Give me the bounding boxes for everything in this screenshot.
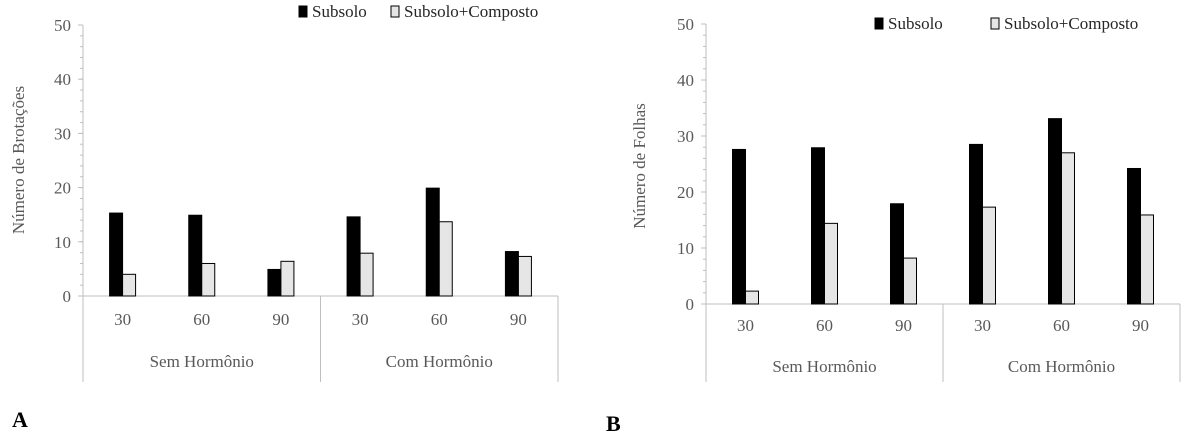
y-tick-label: 10: [677, 239, 694, 258]
y-tick-label: 0: [63, 287, 72, 306]
y-tick-label: 30: [677, 127, 694, 146]
bar-subsolo-composto: [438, 221, 453, 297]
y-tick-label: 50: [677, 15, 694, 34]
bar-subsolo: [732, 148, 746, 305]
legend-label-subsolo: Subsolo: [888, 14, 943, 33]
bar-subsolo-composto: [122, 273, 137, 297]
y-tick-label: 50: [54, 16, 71, 35]
legend-swatch-subsolo-composto: [390, 5, 400, 18]
group-label: Sem Hormônio: [772, 357, 876, 376]
bar-subsolo: [811, 147, 825, 305]
panel-letter: B: [606, 411, 621, 436]
chart-panel-A: 0 10 20 30 40 50 Sem Hormônio Com Hormônio 30 60 9…: [9, 2, 559, 432]
bar-subsolo: [425, 187, 440, 297]
bar-subsolo: [890, 203, 904, 305]
bar-subsolo: [969, 143, 983, 305]
bar-subsolo-composto: [745, 290, 759, 305]
legend-swatch-subsolo: [298, 5, 308, 18]
x-tick-label: 90: [1132, 316, 1149, 335]
legend-swatch-subsolo-composto: [990, 17, 1000, 30]
legend-label-subsolo-composto: Subsolo+Composto: [1004, 14, 1138, 33]
y-axis-label: Número de Folhas: [630, 103, 649, 229]
legend-label-subsolo: Subsolo: [312, 2, 367, 21]
x-tick-label: 90: [510, 310, 527, 329]
bar-subsolo-composto: [903, 257, 917, 305]
chart-panel-B: 0 10 20 30 40 50 Sem Hormônio Com Hormônio 30 60 9…: [606, 14, 1181, 436]
x-tick-label: 60: [431, 310, 448, 329]
x-tick-label: 60: [193, 310, 210, 329]
group-label: Com Hormônio: [1008, 357, 1115, 376]
x-tick-label: 60: [1053, 316, 1070, 335]
legend-swatch-subsolo: [874, 17, 884, 30]
legend-label-subsolo-composto: Subsolo+Composto: [404, 2, 538, 21]
y-axis-label: Número de Brotações: [9, 86, 28, 234]
y-tick-label: 30: [54, 124, 71, 143]
bar-subsolo: [1048, 118, 1062, 305]
bar-subsolo-composto: [982, 206, 996, 305]
bar-subsolo-composto: [201, 262, 216, 297]
bar-subsolo-composto: [824, 222, 838, 305]
bar-subsolo: [346, 216, 361, 297]
group-label: Com Hormônio: [386, 352, 493, 371]
x-tick-label: 30: [114, 310, 131, 329]
panel-letter: A: [12, 407, 28, 432]
bar-subsolo: [504, 251, 519, 297]
bar-subsolo-composto: [1140, 214, 1154, 305]
x-tick-label: 90: [895, 316, 912, 335]
x-tick-label: 90: [272, 310, 289, 329]
y-tick-label: 0: [686, 295, 695, 314]
x-tick-label: 30: [352, 310, 369, 329]
bar-subsolo: [1127, 167, 1141, 305]
x-tick-label: 60: [816, 316, 833, 335]
y-tick-label: 20: [54, 179, 71, 198]
group-label: Sem Hormônio: [150, 352, 254, 371]
y-tick-label: 40: [54, 70, 71, 89]
bar-subsolo: [109, 212, 124, 297]
x-tick-label: 30: [737, 316, 754, 335]
bar-subsolo-composto: [517, 255, 532, 297]
bar-subsolo: [267, 268, 282, 297]
y-tick-label: 10: [54, 233, 71, 252]
y-tick-label: 40: [677, 71, 694, 90]
y-tick-label: 20: [677, 183, 694, 202]
bar-subsolo-composto: [1061, 152, 1075, 305]
bar-subsolo: [188, 214, 203, 297]
bar-subsolo-composto: [359, 252, 374, 297]
x-tick-label: 30: [974, 316, 991, 335]
bar-subsolo-composto: [280, 260, 295, 297]
